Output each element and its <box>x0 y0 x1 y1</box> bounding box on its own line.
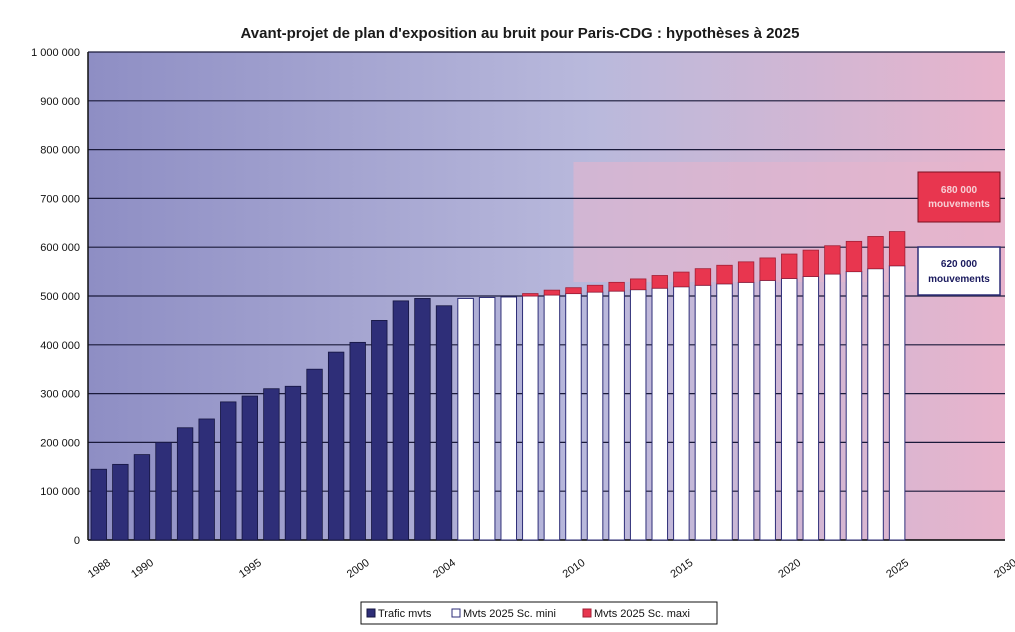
x-tick-label: 2004 <box>431 557 458 581</box>
bar-maxi <box>845 240 863 272</box>
bar-mini <box>888 265 906 541</box>
x-tick-label: 2015 <box>668 557 695 581</box>
bar-maxi <box>888 231 906 267</box>
bar-maxi <box>522 293 539 297</box>
bar-maxi <box>867 236 884 270</box>
y-tick-label: 400 000 <box>40 340 80 352</box>
bar-maxi <box>630 278 647 291</box>
annotation-box-maxi <box>917 171 1001 223</box>
bars <box>90 231 906 541</box>
y-tick-label: 700 000 <box>40 193 80 205</box>
bar-trafic <box>327 351 345 541</box>
bar-maxi <box>608 281 625 292</box>
x-tick-label: 1995 <box>237 557 264 581</box>
x-tick-label: 2000 <box>345 557 372 581</box>
bar-mini <box>500 296 518 541</box>
x-tick-label: 2020 <box>776 557 803 581</box>
legend: Trafic mvts Mvts 2025 Sc. mini Mvts 2025 S… <box>360 601 718 625</box>
legend-swatch <box>366 608 376 618</box>
annotation-text-mini-line2: mouvements <box>928 274 990 285</box>
bar-mini <box>694 284 712 541</box>
legend-label: Mvts 2025 Sc. mini <box>463 608 556 620</box>
legend-box <box>360 601 718 625</box>
annotation-text-maxi-line2: mouvements <box>928 199 990 210</box>
bar-mini <box>845 271 863 541</box>
x-tick-label: 2010 <box>561 557 588 581</box>
bar-maxi <box>565 287 582 294</box>
annotation-text-maxi-line1: 680 000 <box>941 185 978 196</box>
annotation-box-mini <box>917 246 1001 296</box>
y-axis: 0 100 000 200 000 300 000 400 000 500 000 600 … <box>31 47 1005 547</box>
bar-trafic <box>176 427 194 541</box>
bar-trafic <box>414 298 431 541</box>
bar-maxi <box>824 245 841 275</box>
y-tick-label: 1 000 000 <box>31 47 80 59</box>
bar-maxi <box>673 271 690 288</box>
bar-trafic <box>133 454 151 541</box>
legend-label: Mvts 2025 Sc. maxi <box>594 608 690 620</box>
x-tick-label: 2025 <box>884 557 911 581</box>
chart-title: Avant-projet de plan d'exposition au bru… <box>241 25 800 42</box>
bar-maxi <box>694 268 712 286</box>
bar-mini <box>457 297 474 541</box>
legend-swatch <box>582 608 592 618</box>
bar-trafic <box>349 341 366 541</box>
bar-mini <box>608 290 625 541</box>
legend-label: Trafic mvts <box>378 608 432 620</box>
x-tick-label: 1988 <box>86 557 113 581</box>
bar-maxi <box>781 253 798 279</box>
bar-trafic <box>306 368 323 541</box>
bar-trafic <box>155 441 172 541</box>
bar-mini <box>478 296 496 541</box>
bar-maxi <box>543 289 561 296</box>
bar-maxi <box>759 257 776 281</box>
bar-mini <box>673 286 690 541</box>
bar-trafic <box>198 418 215 541</box>
y-tick-label: 200 000 <box>40 437 80 449</box>
x-tick-label: 2030 <box>992 557 1015 581</box>
x-tick-label: 1990 <box>129 557 156 581</box>
bar-maxi <box>737 261 755 283</box>
bar-maxi <box>802 249 819 277</box>
y-tick-label: 0 <box>74 535 80 547</box>
y-tick-label: 900 000 <box>40 96 80 108</box>
bar-mini <box>737 281 755 541</box>
bar-mini <box>759 279 776 541</box>
bar-mini <box>565 293 582 541</box>
bar-trafic <box>435 305 453 541</box>
bar-trafic <box>284 385 302 541</box>
bar-mini <box>780 277 798 541</box>
bar-mini <box>629 289 647 541</box>
bar-maxi <box>651 275 668 289</box>
bar-trafic <box>241 395 258 541</box>
x-axis: 1988 1990 1995 2000 2004 2010 2015 2020 2025 2030 <box>86 557 1015 581</box>
bar-mini <box>651 287 669 541</box>
bar-trafic <box>392 300 410 541</box>
bar-trafic <box>112 463 129 541</box>
legend-swatch <box>451 608 461 618</box>
y-tick-label: 600 000 <box>40 242 80 254</box>
y-tick-label: 300 000 <box>40 389 80 401</box>
y-tick-label: 800 000 <box>40 145 80 157</box>
bar-maxi <box>716 264 733 285</box>
bar-mini <box>824 273 841 541</box>
bar-trafic <box>90 468 107 541</box>
bar-maxi <box>586 284 604 293</box>
y-tick-label: 500 000 <box>40 291 80 303</box>
bar-mini <box>586 291 604 541</box>
bar-mini <box>522 295 539 541</box>
bar-mini <box>867 268 884 541</box>
annotation-text-mini-line1: 620 000 <box>941 259 978 270</box>
bar-trafic <box>263 388 280 541</box>
bar-mini <box>543 294 561 541</box>
annotations: 680 000 mouvements 620 000 mouvements <box>917 171 1001 296</box>
bar-trafic <box>220 401 237 541</box>
y-tick-label: 100 000 <box>40 486 80 498</box>
bar-trafic <box>371 319 388 541</box>
bar-mini <box>802 275 820 541</box>
bar-mini <box>716 283 733 541</box>
